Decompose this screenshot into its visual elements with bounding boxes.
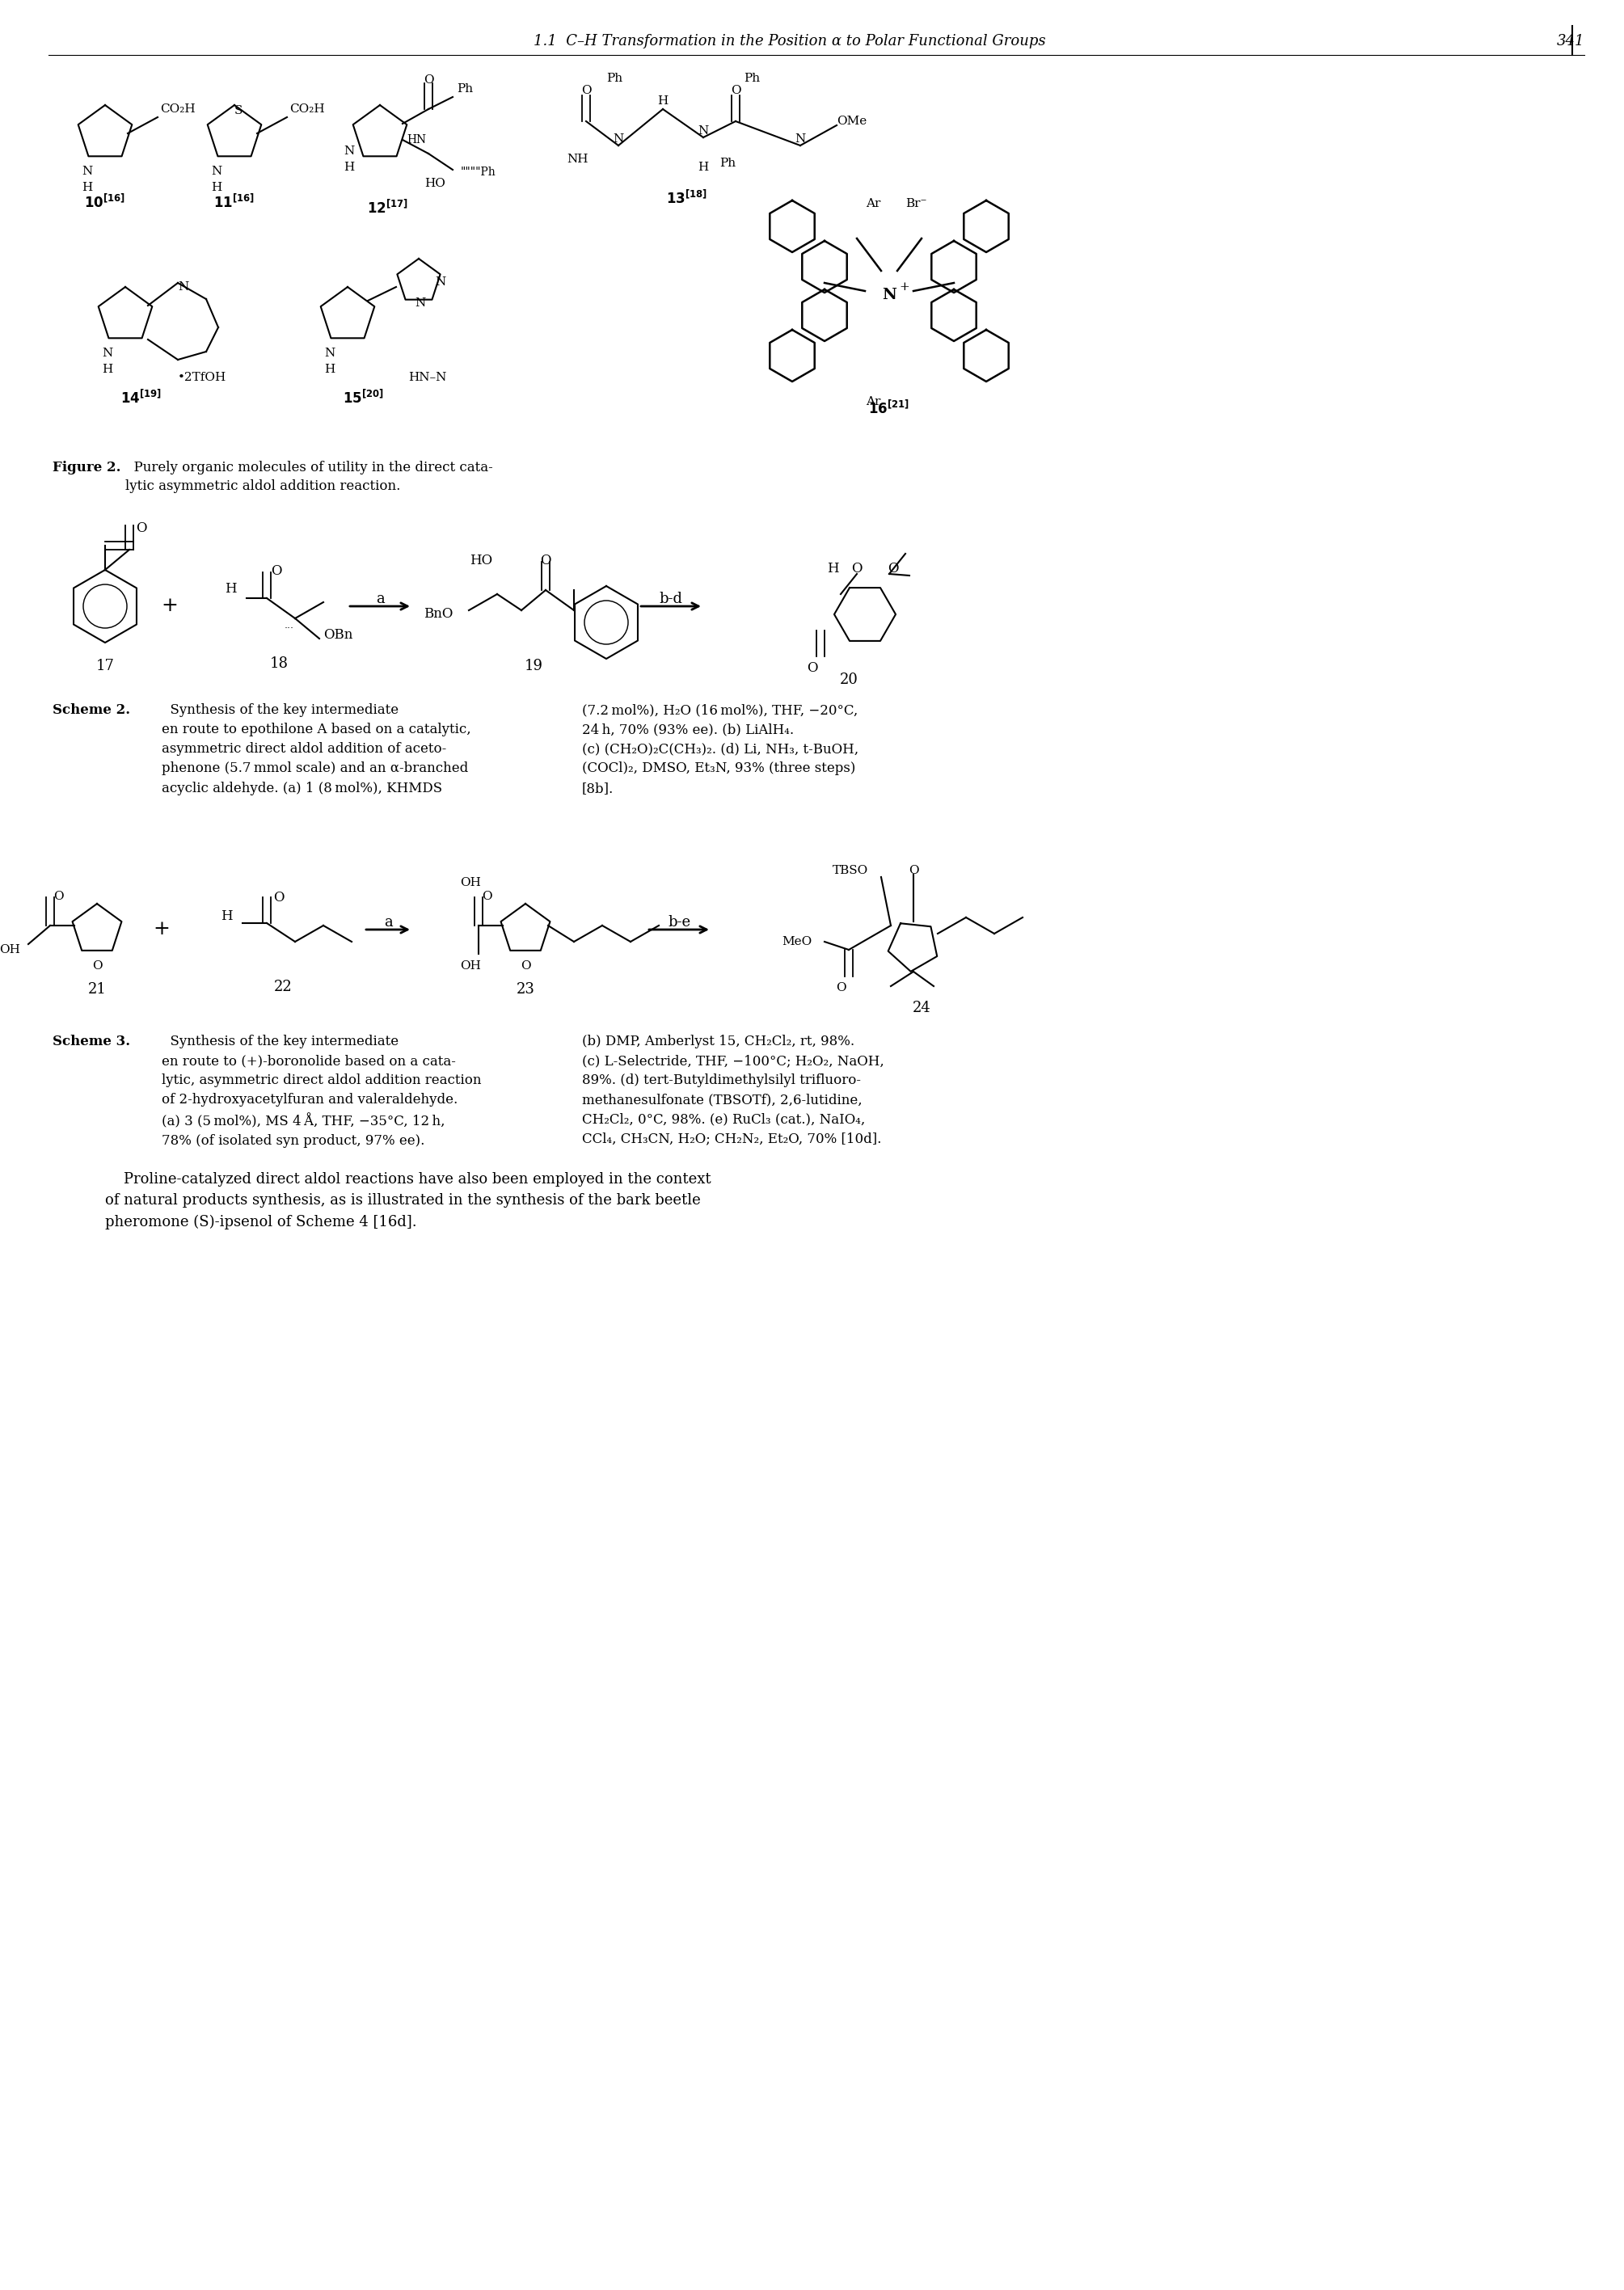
Text: S: S [234,105,242,117]
Text: N: N [794,133,806,144]
Text: $\mathbf{13^{[18]}}$: $\mathbf{13^{[18]}}$ [666,190,708,206]
Text: O: O [888,561,898,575]
Text: H: H [81,181,93,192]
Text: TBSO: TBSO [833,866,869,877]
Text: O: O [836,982,846,994]
Text: BnO: BnO [424,607,453,621]
Text: (7.2 mol%), H₂O (16 mol%), THF, −20°C,
24 h, 70% (93% ee). (b) LiAlH₄.
(c) (CH₂O: (7.2 mol%), H₂O (16 mol%), THF, −20°C, 2… [581,703,859,795]
Text: Ph: Ph [606,73,622,85]
Text: NH: NH [567,153,588,165]
Text: H: H [325,364,335,376]
Text: Ar: Ar [866,396,880,408]
Text: 21: 21 [88,982,106,996]
Text: +: + [900,282,909,293]
Text: Scheme 2.: Scheme 2. [52,703,130,717]
Text: Scheme 3.: Scheme 3. [52,1035,130,1049]
Text: 341: 341 [1556,34,1585,48]
Text: O: O [482,891,492,902]
Text: N: N [344,147,354,156]
Text: $\mathbf{11^{[16]}}$: $\mathbf{11^{[16]}}$ [214,195,255,211]
Text: H: H [344,163,354,174]
Text: O: O [136,522,146,536]
Text: OH: OH [460,877,481,889]
Text: 23: 23 [516,982,534,996]
Text: """"Ph: """"Ph [461,167,497,179]
Text: $\mathbf{12^{[17]}}$: $\mathbf{12^{[17]}}$ [367,199,409,218]
Text: H: H [224,582,237,595]
Text: N: N [612,133,624,144]
Text: OH: OH [0,943,19,955]
Text: a: a [383,916,393,930]
Text: O: O [54,891,63,902]
Text: N: N [102,348,112,360]
Text: (b) DMP, Amberlyst 15, CH₂Cl₂, rt, 98%.
(c) L-Selectride, THF, −100°C; H₂O₂, NaO: (b) DMP, Amberlyst 15, CH₂Cl₂, rt, 98%. … [581,1035,883,1145]
Text: 17: 17 [96,660,114,673]
Text: N: N [325,348,335,360]
Text: H: H [221,909,232,923]
Text: 19: 19 [525,660,542,673]
Text: $\mathbf{14^{[19]}}$: $\mathbf{14^{[19]}}$ [120,389,162,408]
Text: Synthesis of the key intermediate
en route to (+)-boronolide based on a cata-
ly: Synthesis of the key intermediate en rou… [162,1035,481,1147]
Text: N: N [882,289,896,302]
Text: b-d: b-d [659,591,682,607]
Text: O: O [581,85,591,96]
Text: MeO: MeO [783,937,812,948]
Text: +: + [153,921,171,939]
Text: 22: 22 [274,980,292,994]
Text: H: H [102,364,112,376]
Text: 18: 18 [270,657,287,671]
Text: 1.1  C–H Transformation in the Position α to Polar Functional Groups: 1.1 C–H Transformation in the Position α… [534,34,1046,48]
Text: HO: HO [469,554,492,568]
Text: O: O [908,866,919,877]
Text: N: N [179,282,188,293]
Text: Synthesis of the key intermediate
en route to epothilone A based on a catalytic,: Synthesis of the key intermediate en rou… [162,703,471,795]
Text: HN: HN [406,135,425,147]
Text: O: O [520,960,531,971]
Text: O: O [93,960,102,971]
Text: OH: OH [460,960,481,971]
Text: Ar: Ar [866,197,880,208]
Text: N: N [81,165,93,176]
Text: $\mathbf{16^{[21]}}$: $\mathbf{16^{[21]}}$ [869,401,909,417]
Text: •2TfOH: •2TfOH [179,371,226,382]
Text: CO₂H: CO₂H [161,103,195,114]
Text: CO₂H: CO₂H [289,103,325,114]
Text: H: H [827,561,838,575]
Text: $\mathbf{10^{[16]}}$: $\mathbf{10^{[16]}}$ [84,195,125,211]
Text: N: N [416,298,425,309]
Text: Proline-catalyzed direct aldol reactions have also been employed in the context
: Proline-catalyzed direct aldol reactions… [106,1172,711,1230]
Text: 24: 24 [913,1001,931,1014]
Text: O: O [271,563,281,577]
Text: OMe: OMe [836,114,867,126]
Text: O: O [541,554,551,568]
Text: H: H [698,163,708,174]
Text: Ph: Ph [719,158,736,169]
Text: O: O [731,85,741,96]
Text: H: H [658,96,667,108]
Text: N: N [211,165,222,176]
Text: O: O [807,662,818,676]
Text: O: O [424,73,434,85]
Text: a: a [375,591,385,607]
Text: N: N [435,277,447,289]
Text: N: N [698,126,708,137]
Text: Figure 2.: Figure 2. [52,460,120,474]
Text: OBn: OBn [323,627,352,641]
Text: $\mathbf{15^{[20]}}$: $\mathbf{15^{[20]}}$ [343,389,385,408]
Text: ···: ··· [284,623,294,634]
Text: Ph: Ph [744,73,760,85]
Text: +: + [161,598,179,616]
Text: HO: HO [424,179,445,190]
Text: Purely organic molecules of utility in the direct cata-
lytic asymmetric aldol a: Purely organic molecules of utility in t… [125,460,494,492]
Text: Br⁻: Br⁻ [905,197,927,208]
Text: O: O [273,891,284,905]
Text: 20: 20 [840,673,857,687]
Text: HN–N: HN–N [408,371,447,382]
Text: b-e: b-e [667,916,690,930]
Text: H: H [211,181,222,192]
Text: O: O [851,561,862,575]
Text: Ph: Ph [456,82,473,94]
